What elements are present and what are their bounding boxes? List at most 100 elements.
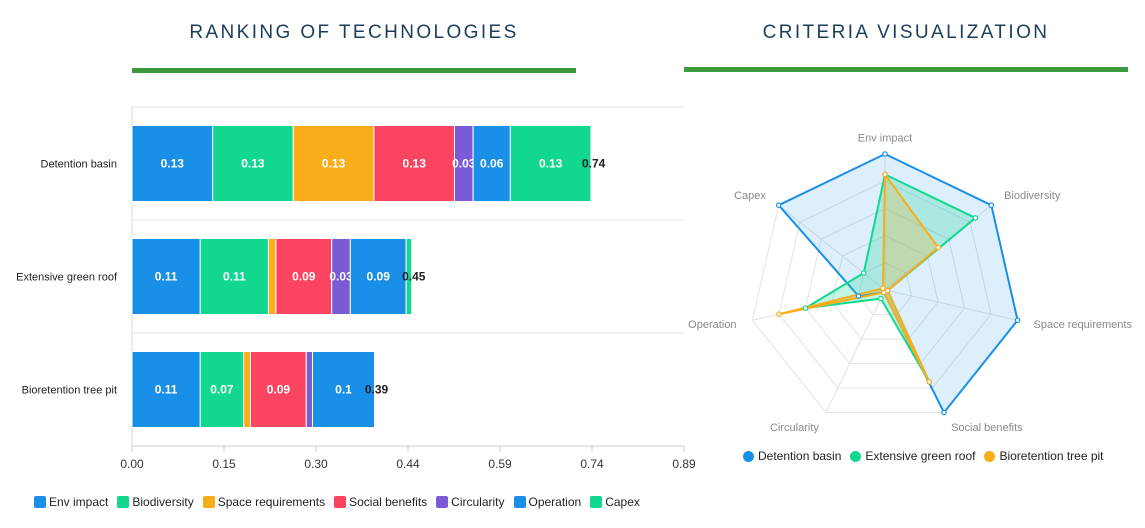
bar-segment-env-impact[interactable] <box>131 238 201 315</box>
category-label-extensive-green-roof: Extensive green roof <box>16 272 118 284</box>
legend-item-circularity[interactable]: Circularity <box>436 495 505 509</box>
bar-data-label: 0.07 <box>210 383 234 397</box>
x-tick-label: 0.44 <box>396 457 420 471</box>
legend-swatch <box>34 496 46 508</box>
bar-segment-env-impact[interactable] <box>131 125 214 202</box>
ranking-legend: Env impact Biodiversity Space requirements… <box>34 495 649 509</box>
legend-label: Biodiversity <box>132 495 194 509</box>
criteria-legend: Detention basin Extensive green roof Biore… <box>743 449 1113 463</box>
criteria-title: CRITERIA VISUALIZATION <box>762 22 1050 43</box>
legend-label: Space requirements <box>217 495 326 509</box>
legend-label: Detention basin <box>758 449 842 463</box>
legend-item-extensive-green-roof[interactable]: Extensive green roof <box>850 449 975 463</box>
radar-series-bioretention-tree-pit[interactable] <box>777 173 940 383</box>
legend-swatch <box>513 496 526 508</box>
radar-axis-label-env-impact: Env impact <box>858 133 912 145</box>
bar-data-label: 0.13 <box>539 157 563 171</box>
radar-grid-ring <box>778 180 992 389</box>
radar-axis-label-space-requirements: Space requirements <box>1034 319 1133 331</box>
radar-point[interactable] <box>860 270 867 276</box>
legend-label: Bioretention tree pit <box>999 449 1104 463</box>
radar-point[interactable] <box>855 293 862 299</box>
legend-marker <box>743 450 754 462</box>
legend-item-env-impact[interactable]: Env impact <box>34 495 108 509</box>
ranking-title-underline <box>132 68 576 73</box>
bar-data-label: 0.09 <box>292 270 316 284</box>
radar-axis-label-biodiversity: Biodiversity <box>1004 190 1061 202</box>
legend-marker <box>984 450 996 462</box>
ranking-bar-chart: 0.00 0.15 0.30 0.44 0.59 0.74 0.89 Detention ba… <box>16 106 696 471</box>
x-tick-label: 0.00 <box>120 457 144 471</box>
radar-axis-label-circularity: Circularity <box>770 422 819 434</box>
bar-data-label: 0.13 <box>161 157 185 171</box>
radar-point[interactable] <box>972 215 979 221</box>
legend-swatch <box>334 496 347 508</box>
x-tick-label: 0.89 <box>672 457 696 471</box>
x-tick-label: 0.15 <box>212 457 236 471</box>
category-label-detention-basin: Detention basin <box>41 159 117 171</box>
legend-item-bioretention-tree-pit[interactable]: Bioretention tree pit <box>984 449 1104 463</box>
radar-point[interactable] <box>882 171 888 178</box>
radar-grid-ring <box>857 262 913 316</box>
x-tick-label: 0.30 <box>304 457 328 471</box>
bar-segment-capex[interactable] <box>509 125 592 202</box>
legend-item-space-requirements[interactable]: Space requirements <box>202 495 326 509</box>
bar-data-label: 0.06 <box>480 157 504 171</box>
radar-axis-label-capex: Capex <box>734 190 766 202</box>
bar-data-label: 0.09 <box>367 270 391 284</box>
legend-item-biodiversity[interactable]: Biodiversity <box>117 495 194 509</box>
bar-segment-biodiversity[interactable] <box>212 125 294 202</box>
legend-label: Env impact <box>49 495 109 509</box>
bar-segment-env-impact[interactable] <box>131 351 201 428</box>
radar-axis-label-social-benefits: Social benefits <box>951 422 1023 434</box>
bar-data-label: 0.09 <box>267 383 291 397</box>
bar-data-label: 0.11 <box>155 383 178 397</box>
category-label-bioretention-tree-pit: Bioretention tree pit <box>22 385 117 397</box>
bar-total-label: 0.39 <box>365 383 389 397</box>
bar-segment-operation[interactable] <box>472 125 511 202</box>
bar-data-label: 0.11 <box>155 270 178 284</box>
bar-segment-operation[interactable] <box>349 238 407 315</box>
radar-grid-ring <box>831 235 939 340</box>
bar-segment-biodiversity[interactable] <box>199 238 269 315</box>
radar-point[interactable] <box>802 305 809 311</box>
legend-item-capex[interactable]: Capex <box>590 495 640 509</box>
bar-data-label: 0.1 <box>335 383 352 397</box>
radar-point[interactable] <box>775 202 782 209</box>
legend-label: Operation <box>528 495 582 509</box>
bar-segment-social-benefits[interactable] <box>275 238 333 315</box>
x-tick-label: 0.74 <box>580 457 604 471</box>
legend-swatch <box>117 496 130 508</box>
bar-data-label: 0.13 <box>322 157 346 171</box>
radar-point[interactable] <box>935 244 941 251</box>
bar-data-label: 0.13 <box>403 157 427 171</box>
radar-spoke <box>825 289 886 413</box>
legend-item-operation[interactable]: Operation <box>513 495 582 509</box>
radar-point[interactable] <box>776 311 782 318</box>
radar-spoke <box>884 289 1018 321</box>
radar-point[interactable] <box>878 295 884 302</box>
bar-segment-social-benefits[interactable] <box>373 125 456 202</box>
legend-item-social-benefits[interactable]: Social benefits <box>334 495 427 509</box>
legend-label: Extensive green roof <box>865 449 976 463</box>
bar-total-label: 0.74 <box>582 157 606 171</box>
criteria-radar-chart: Env impact Biodiversity Space requirements… <box>688 133 1133 435</box>
bar-segment-capex[interactable] <box>405 238 413 315</box>
legend-marker <box>850 450 862 462</box>
legend-swatch <box>202 496 215 508</box>
legend-label: Circularity <box>451 495 505 509</box>
legend-label: Capex <box>605 495 640 509</box>
bar-data-label: 0.03 <box>329 270 353 284</box>
radar-point[interactable] <box>941 409 947 416</box>
bar-data-label: 0.13 <box>241 157 265 171</box>
legend-label: Social benefits <box>349 495 428 509</box>
radar-point[interactable] <box>1014 317 1021 324</box>
radar-spoke <box>778 204 886 291</box>
radar-point[interactable] <box>926 379 933 385</box>
radar-series-extensive-green-roof[interactable] <box>804 173 977 383</box>
legend-item-detention-basin[interactable]: Detention basin <box>743 449 841 463</box>
bar-segment-operation[interactable] <box>311 351 376 428</box>
radar-point[interactable] <box>882 151 888 157</box>
radar-point[interactable] <box>880 285 886 292</box>
radar-point[interactable] <box>988 202 995 209</box>
